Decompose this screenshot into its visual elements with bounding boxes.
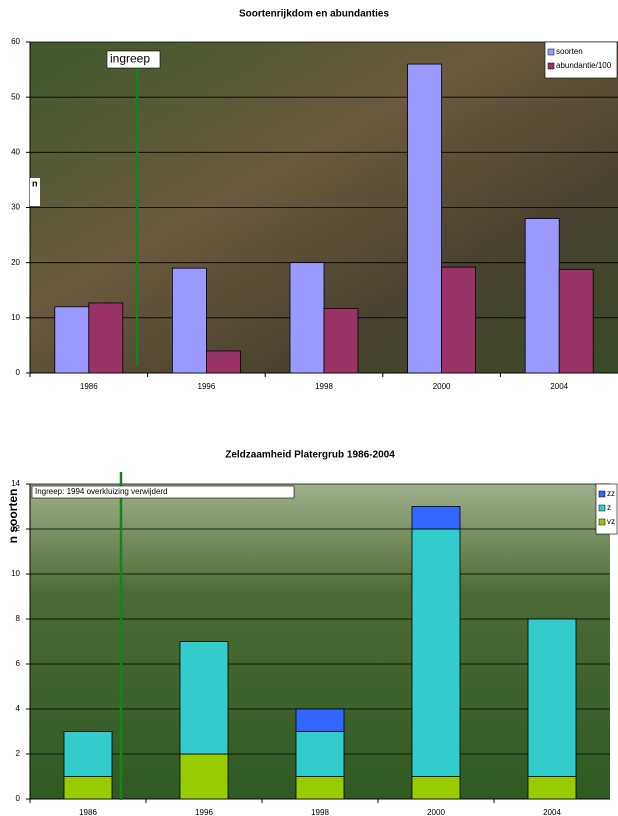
chart-title: Zeldzaamheid Platergrub 1986-2004: [225, 450, 395, 461]
bar-segment: [296, 709, 344, 732]
y-tick-label: 0: [16, 794, 21, 803]
legend-label: z: [607, 503, 611, 512]
bar-segment: [64, 777, 112, 800]
bar: [442, 267, 476, 373]
legend-swatch: [548, 49, 554, 55]
bar-segment: [528, 777, 576, 800]
bar-segment: [296, 777, 344, 800]
x-tick-label: 1996: [198, 382, 216, 391]
bar-segment: [412, 507, 460, 530]
bar-segment: [412, 777, 460, 800]
legend-label: vz: [607, 517, 615, 526]
bar: [324, 308, 358, 373]
bar: [408, 64, 442, 373]
legend-swatch: [599, 519, 605, 525]
x-tick-label: 1996: [195, 808, 213, 816]
bar-segment: [412, 529, 460, 777]
legend-label: abundantie/100: [556, 61, 612, 70]
x-tick-label: 2000: [433, 382, 451, 391]
x-tick-label: 1998: [311, 808, 329, 816]
y-tick-label: 50: [11, 92, 20, 101]
x-tick-label: 1986: [80, 382, 98, 391]
y-tick-label: 60: [11, 37, 20, 46]
bar: [206, 351, 240, 373]
bar-segment: [180, 754, 228, 799]
y-tick-label: 30: [11, 203, 20, 212]
y-axis-label: n soorten: [6, 489, 20, 544]
y-tick-label: 0: [16, 368, 21, 377]
y-tick-label: 2: [16, 749, 21, 758]
legend-swatch: [548, 63, 554, 69]
bar-segment: [64, 732, 112, 777]
x-tick-label: 2004: [550, 382, 568, 391]
bar: [559, 269, 593, 373]
y-tick-label: 4: [16, 704, 21, 713]
x-tick-label: 1998: [315, 382, 333, 391]
y-tick-label: 6: [16, 659, 21, 668]
legend-label: zz: [607, 489, 615, 498]
x-tick-label: 1986: [79, 808, 97, 816]
legend-swatch: [599, 491, 605, 497]
y-tick-label: 10: [11, 313, 20, 322]
bar-segment: [296, 732, 344, 777]
y-tick-label: 20: [11, 258, 20, 267]
chart-title: Soortenrijkdom en abundanties: [239, 9, 389, 20]
bar: [55, 307, 89, 373]
annotation: Ingreep: 1994 overkluizing verwijderd: [35, 487, 168, 496]
bar: [525, 219, 559, 373]
bar: [172, 268, 206, 373]
legend-swatch: [599, 505, 605, 511]
bar-segment: [528, 619, 576, 777]
y-axis-label: n: [32, 178, 38, 188]
y-tick-label: 10: [11, 569, 20, 578]
bar: [89, 303, 123, 373]
annotation: ingreep: [110, 52, 150, 66]
bar: [290, 263, 324, 373]
y-tick-label: 40: [11, 147, 20, 156]
x-tick-label: 2000: [427, 808, 445, 816]
y-tick-label: 14: [11, 479, 20, 488]
y-tick-label: 8: [16, 614, 21, 623]
x-tick-label: 2004: [543, 808, 561, 816]
bar-segment: [180, 642, 228, 755]
page: Soortenrijkdom en abundanties01020304050…: [0, 0, 618, 816]
legend-label: soorten: [556, 47, 583, 56]
